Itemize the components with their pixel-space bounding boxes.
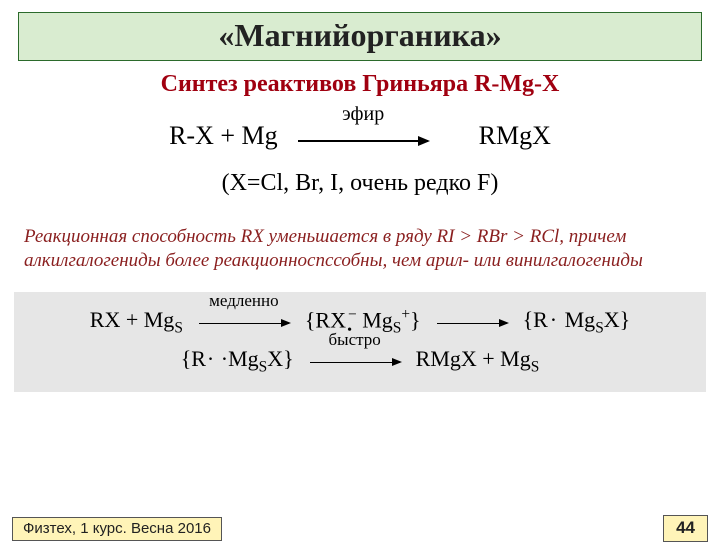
eq-arrow: эфир xyxy=(298,119,428,158)
m2-arrow: быстро xyxy=(310,348,400,374)
m2-a: {R· ·MgSX} xyxy=(181,346,294,376)
eq-paren: (X=Cl, Br, I, очень редко F) xyxy=(0,170,720,197)
mechanism-box: RX + MgS медленно {RX•− MgS+} {R· MgSX} … xyxy=(14,292,706,392)
main-equation: R-X + Mg эфир RMgX xyxy=(0,116,720,158)
slide-title: «Магнийорганика» xyxy=(19,17,701,54)
footer-left: Физтех, 1 курс. Весна 2016 xyxy=(12,517,222,541)
reactivity-note: Реакционная способность RX уменьшается в… xyxy=(24,225,696,274)
subtitle: Синтез реактивов Гриньяра R-Mg-X xyxy=(0,71,720,98)
m1-a: RX + MgS xyxy=(90,307,183,337)
m1-arrow2 xyxy=(437,309,507,335)
eq-lhs: R-X + Mg xyxy=(169,121,278,150)
m1-arrow1: медленно xyxy=(199,309,289,335)
footer: Физтех, 1 курс. Весна 2016 44 xyxy=(12,515,708,542)
slide-title-box: «Магнийорганика» xyxy=(18,12,702,61)
m2-b: RMgX + MgS xyxy=(416,346,540,376)
mechanism-row-2: {R· ·MgSX} быстро RMgX + MgS xyxy=(26,346,694,376)
eq-rhs: RMgX xyxy=(479,121,551,150)
slide-number: 44 xyxy=(663,515,708,542)
eq-arrow-label: эфир xyxy=(298,99,428,129)
subtitle-red: R-Mg-X xyxy=(474,71,559,97)
m1-c: {R· MgSX} xyxy=(523,307,631,337)
subtitle-black: Синтез реактивов Гриньяра xyxy=(161,71,474,97)
